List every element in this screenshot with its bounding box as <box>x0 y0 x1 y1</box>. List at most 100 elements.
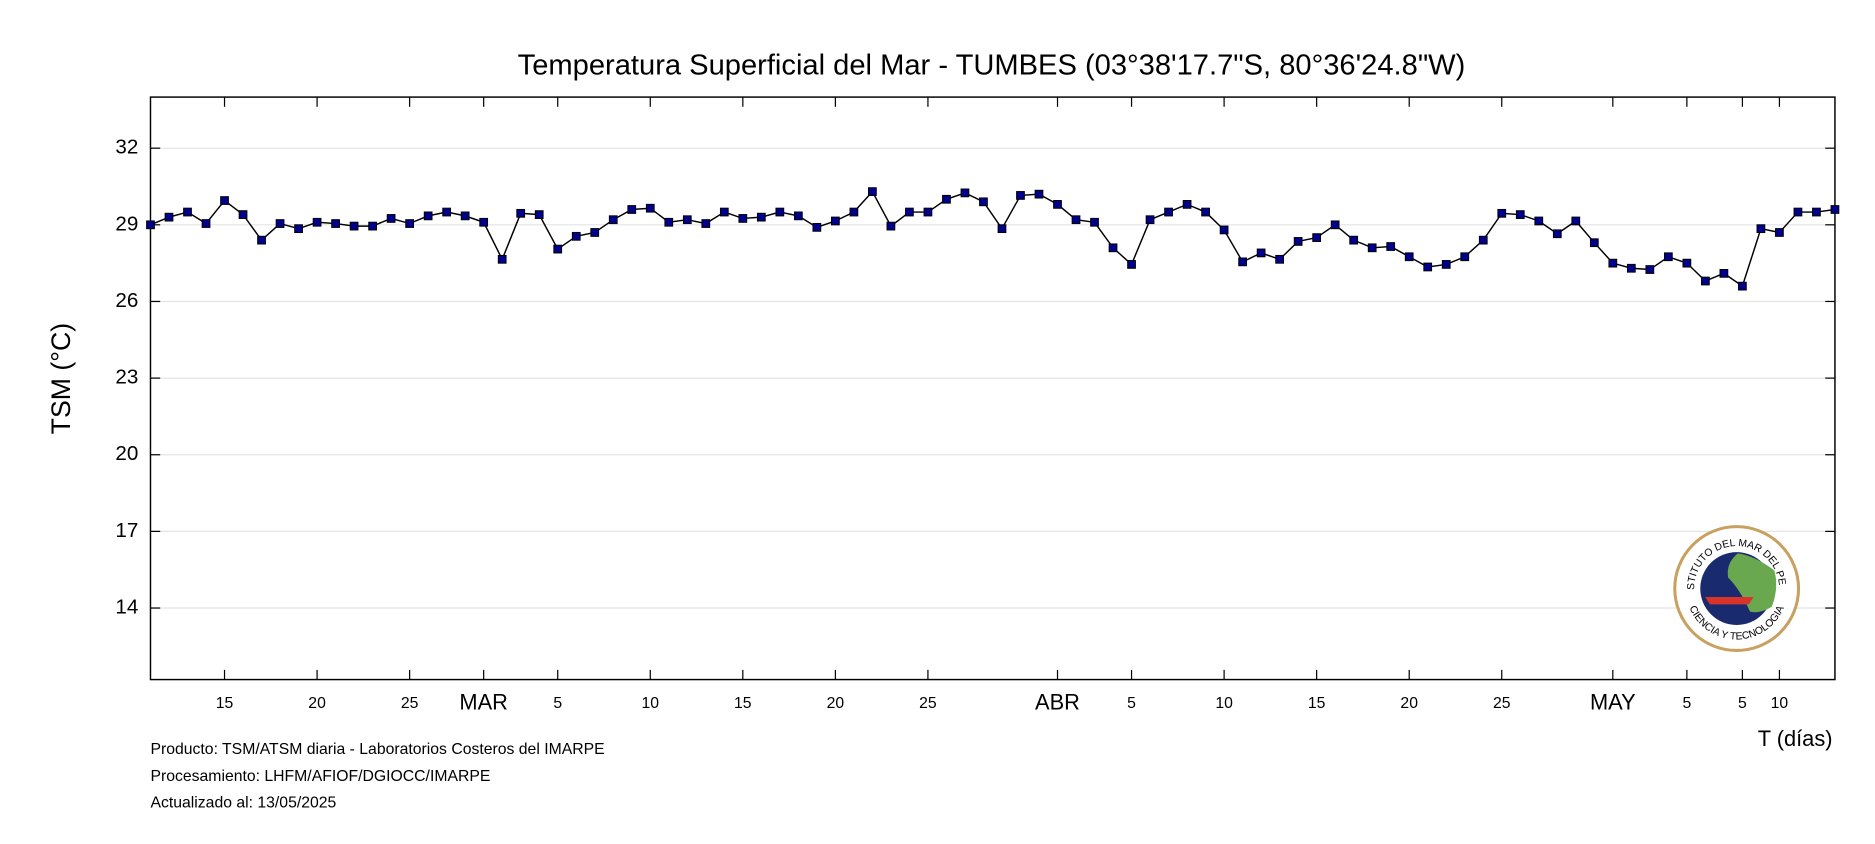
y-axis-label: TSM (°C) <box>46 323 76 434</box>
footnote: Producto: TSM/ATSM diaria - Laboratorios… <box>150 741 604 758</box>
marker <box>220 196 229 205</box>
y-tick-label: 23 <box>115 366 138 389</box>
marker <box>1515 210 1525 219</box>
x-tick-label: 10 <box>641 695 659 712</box>
marker <box>275 219 285 228</box>
marker <box>201 219 211 228</box>
marker <box>1201 207 1210 217</box>
marker <box>1626 263 1636 273</box>
marker <box>349 221 359 231</box>
marker <box>1219 225 1229 235</box>
marker <box>868 187 877 196</box>
marker <box>1552 229 1562 239</box>
x-tick-label: 15 <box>216 695 234 712</box>
logo-ship <box>1705 597 1754 605</box>
marker <box>368 221 377 231</box>
marker <box>701 219 711 228</box>
marker <box>1663 252 1673 262</box>
marker <box>1349 235 1359 245</box>
marker <box>405 219 415 228</box>
marker <box>1775 228 1784 237</box>
x-tick-label: 25 <box>919 695 937 712</box>
marker <box>1016 191 1025 200</box>
marker <box>923 207 933 217</box>
logo-map <box>1727 553 1777 613</box>
chart-title: Temperatura Superficial del Mar - TUMBES… <box>518 49 1466 81</box>
x-tick-label: MAR <box>459 690 508 715</box>
footnote: Procesamiento: LHFM/AFIOF/DGIOCC/IMARPE <box>150 768 490 785</box>
marker <box>1701 276 1710 286</box>
marker <box>331 219 340 228</box>
marker <box>812 223 822 232</box>
marker <box>1238 257 1247 267</box>
marker <box>386 214 396 223</box>
marker <box>1256 248 1266 258</box>
marker <box>1608 258 1618 268</box>
marker <box>719 207 729 217</box>
marker <box>238 210 248 219</box>
x-tick-label: MAY <box>1590 690 1636 715</box>
x-tick-label: 5 <box>553 695 562 712</box>
marker <box>164 212 174 222</box>
marker <box>1645 265 1655 274</box>
x-tick-label: 15 <box>1308 695 1326 712</box>
marker <box>460 211 470 221</box>
marker <box>1145 215 1155 225</box>
marker <box>423 211 433 221</box>
marker <box>534 210 544 219</box>
marker <box>1275 254 1285 264</box>
x-tick-label: 25 <box>401 695 419 712</box>
y-tick-label: 17 <box>115 519 138 542</box>
marker <box>627 205 637 214</box>
marker <box>312 217 322 227</box>
marker <box>1423 262 1433 272</box>
marker <box>608 215 618 225</box>
marker <box>942 194 951 204</box>
marker <box>1053 200 1062 209</box>
marker <box>1497 208 1507 218</box>
marker <box>497 254 507 264</box>
y-tick-label: 14 <box>115 595 138 618</box>
marker <box>831 216 840 226</box>
marker <box>1793 207 1803 217</box>
marker <box>1127 260 1136 269</box>
marker <box>553 244 563 254</box>
marker <box>960 188 970 198</box>
marker <box>1478 235 1488 245</box>
marker <box>516 208 526 218</box>
marker <box>1571 216 1581 226</box>
marker <box>1589 238 1599 248</box>
marker <box>1534 216 1544 226</box>
x-tick-label: 5 <box>1682 695 1691 712</box>
marker <box>905 207 914 217</box>
marker <box>979 197 988 207</box>
marker <box>793 211 803 221</box>
marker <box>1034 189 1044 199</box>
marker <box>1738 281 1747 291</box>
marker <box>738 214 748 223</box>
footnote: Actualizado al: 13/05/2025 <box>150 795 336 812</box>
marker <box>997 224 1007 234</box>
marker <box>1164 207 1173 217</box>
marker <box>571 231 581 241</box>
marker <box>1756 224 1766 234</box>
x-tick-label: 10 <box>1215 695 1233 712</box>
marker <box>294 224 303 234</box>
marker <box>479 217 489 227</box>
marker <box>1330 220 1340 230</box>
x-axis-label: T (días) <box>1758 726 1833 751</box>
marker <box>756 212 766 222</box>
x-tick-label: 20 <box>1400 695 1418 712</box>
x-tick-label: 25 <box>1493 695 1511 712</box>
x-tick-label: 20 <box>827 695 845 712</box>
x-tick-label: 5 <box>1127 695 1136 712</box>
x-tick-label: ABR <box>1035 690 1080 715</box>
marker <box>1090 217 1099 227</box>
y-tick-label: 29 <box>115 212 138 235</box>
marker <box>183 207 192 217</box>
marker <box>1441 260 1451 269</box>
marker <box>1108 243 1118 253</box>
marker <box>1293 237 1303 246</box>
marker <box>645 203 655 213</box>
